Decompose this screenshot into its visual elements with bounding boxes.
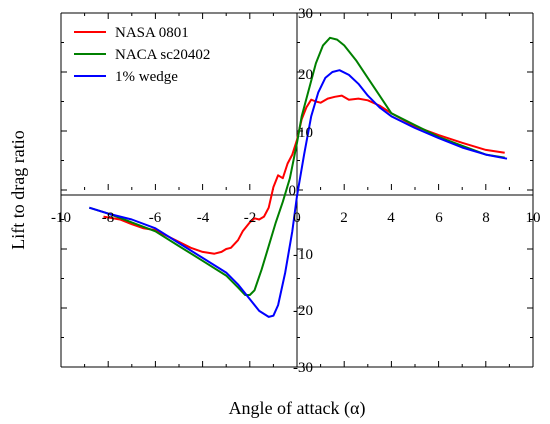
legend-label-nasa-0801: NASA 0801 bbox=[115, 25, 189, 41]
series-line-2 bbox=[89, 69, 508, 318]
x-tick-label: 4 bbox=[387, 210, 395, 226]
series-layer bbox=[89, 36, 508, 318]
x-tick-label: -8 bbox=[102, 210, 115, 226]
x-tick-label: 2 bbox=[340, 210, 348, 226]
y-axis-title: Lift to drag ratio bbox=[8, 130, 28, 249]
x-tick-label: -2 bbox=[244, 210, 257, 226]
x-tick-label: 10 bbox=[526, 210, 541, 226]
x-tick-label: 0 bbox=[293, 210, 301, 226]
x-tick-labels: -10 -8 -6 -4 -2 0 2 4 6 8 10 bbox=[51, 210, 541, 226]
y-tick-label: 20 bbox=[298, 67, 313, 83]
series-line-0 bbox=[103, 94, 505, 255]
y-tick-label: -30 bbox=[293, 360, 313, 376]
x-tick-label: 8 bbox=[482, 210, 490, 226]
x-tick-label: 6 bbox=[435, 210, 443, 226]
y-tick-label: -10 bbox=[293, 247, 313, 263]
x-tick-label: -6 bbox=[149, 210, 162, 226]
y-tick-label: 0 bbox=[289, 183, 297, 199]
legend: NASA 0801 NACA sc20402 1% wedge bbox=[74, 25, 210, 85]
y-tick-label: -20 bbox=[293, 303, 313, 319]
x-axis-title: Angle of attack (α) bbox=[229, 398, 366, 419]
y-tick-label: 30 bbox=[298, 6, 313, 22]
x-tick-label: -4 bbox=[197, 210, 210, 226]
axis-ticks bbox=[60, 12, 534, 368]
y-tick-labels: 30 20 10 0 -10 -20 -30 bbox=[289, 6, 314, 376]
series-line-1 bbox=[89, 36, 505, 296]
legend-label-1pct-wedge: 1% wedge bbox=[115, 69, 178, 85]
y-tick-label: 10 bbox=[298, 125, 313, 141]
x-tick-label: -10 bbox=[51, 210, 71, 226]
legend-label-naca-sc20402: NACA sc20402 bbox=[115, 47, 210, 63]
